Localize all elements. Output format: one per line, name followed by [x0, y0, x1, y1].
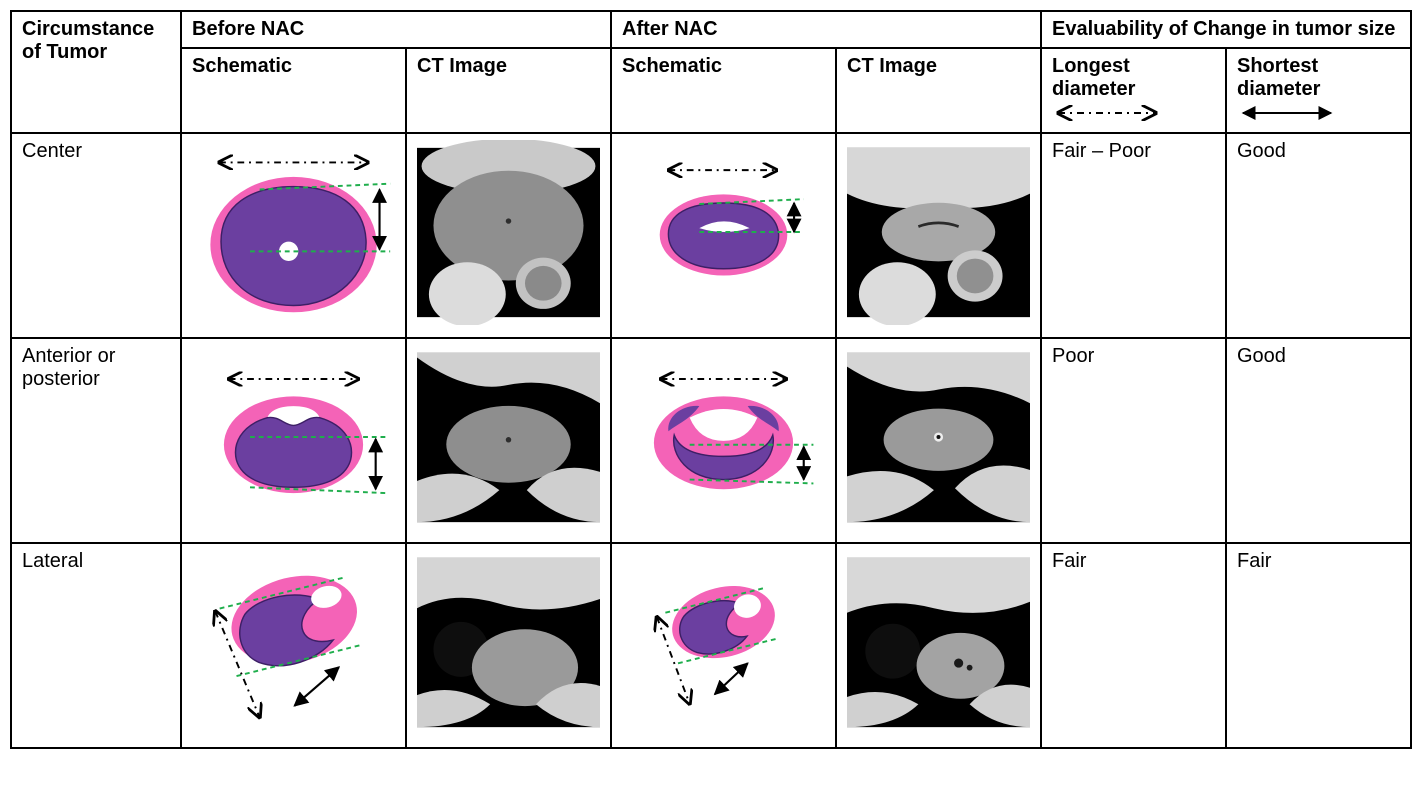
row-lateral-label: Lateral	[11, 543, 181, 748]
antpost-before-schematic	[181, 338, 406, 543]
antpost-longest: Poor	[1041, 338, 1226, 543]
lateral-shortest: Fair	[1226, 543, 1411, 748]
hdr-longest: Longest diameter	[1041, 48, 1226, 133]
hdr-before: Before NAC	[181, 11, 611, 48]
tumor-evaluability-table: Circumstance of Tumor Before NAC After N…	[10, 10, 1412, 749]
row-antpost: Anterior or posterior	[11, 338, 1411, 543]
row-lateral: Lateral	[11, 543, 1411, 748]
lateral-after-schematic	[611, 543, 836, 748]
center-after-ct	[836, 133, 1041, 338]
antpost-after-ct	[836, 338, 1041, 543]
antpost-shortest: Good	[1226, 338, 1411, 543]
center-shortest: Good	[1226, 133, 1411, 338]
antpost-before-ct	[406, 338, 611, 543]
lateral-after-ct	[836, 543, 1041, 748]
header-row-1: Circumstance of Tumor Before NAC After N…	[11, 11, 1411, 48]
center-longest: Fair – Poor	[1041, 133, 1226, 338]
shortest-arrow-legend	[1237, 105, 1400, 126]
header-row-2: Schematic CT Image Schematic CT Image Lo…	[11, 48, 1411, 133]
row-antpost-label: Anterior or posterior	[11, 338, 181, 543]
hdr-after: After NAC	[611, 11, 1041, 48]
hdr-shortest: Shortest diameter	[1226, 48, 1411, 133]
center-after-schematic	[611, 133, 836, 338]
center-before-ct	[406, 133, 611, 338]
lateral-longest: Fair	[1041, 543, 1226, 748]
lateral-before-ct	[406, 543, 611, 748]
antpost-after-schematic	[611, 338, 836, 543]
hdr-shortest-label: Shortest diameter	[1237, 55, 1320, 100]
hdr-longest-label: Longest diameter	[1052, 55, 1135, 100]
lateral-before-schematic	[181, 543, 406, 748]
hdr-after-schematic: Schematic	[611, 48, 836, 133]
hdr-circumstance: Circumstance of Tumor	[11, 11, 181, 133]
hdr-before-ct: CT Image	[406, 48, 611, 133]
row-center-label: Center	[11, 133, 181, 338]
hdr-after-ct: CT Image	[836, 48, 1041, 133]
hdr-evaluability: Evaluability of Change in tumor size	[1041, 11, 1411, 48]
hdr-before-schematic: Schematic	[181, 48, 406, 133]
row-center: Center	[11, 133, 1411, 338]
longest-arrow-legend	[1052, 105, 1215, 126]
center-before-schematic	[181, 133, 406, 338]
